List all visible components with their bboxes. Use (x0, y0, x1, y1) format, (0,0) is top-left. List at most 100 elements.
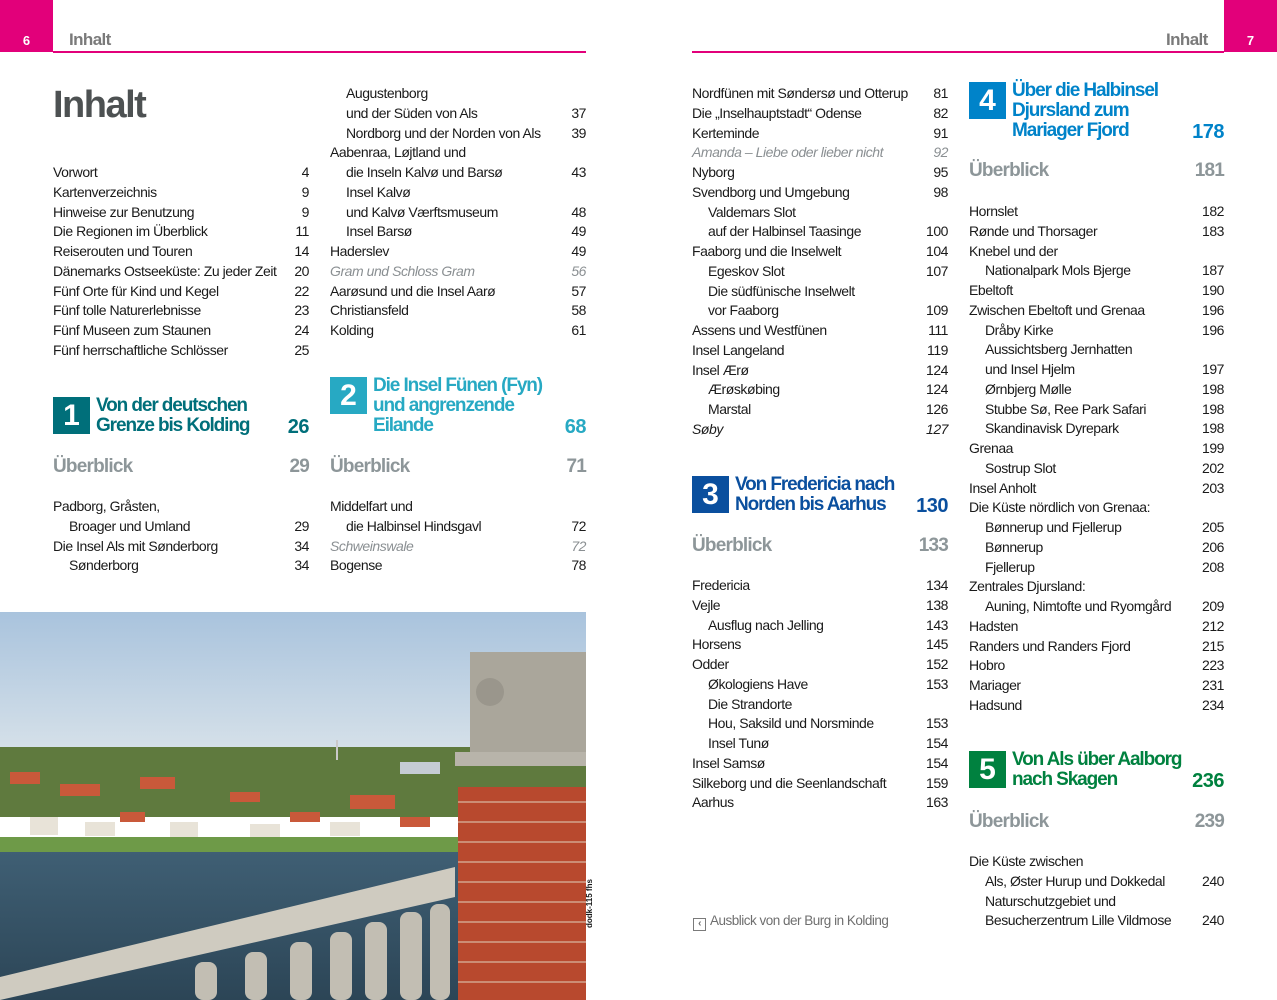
toc-entry[interactable]: und der Süden von Als 37 (330, 104, 586, 124)
overview-entry[interactable]: Überblick 29 (53, 455, 310, 479)
toc-entry[interactable]: Als, Øster Hurup und Dokkedal 240 (969, 872, 1224, 892)
toc-entry[interactable]: Haderslev 49 (330, 242, 586, 262)
toc-entry[interactable]: Insel Kalvø (330, 183, 586, 203)
toc-entry[interactable]: Hinweise zur Benutzung 9 (53, 203, 309, 223)
toc-entry[interactable]: die Inseln Kalvø und Barsø 43 (330, 163, 586, 183)
toc-entry[interactable]: Fünf tolle Naturerlebnisse 23 (53, 301, 309, 321)
toc-entry[interactable]: Vorwort 4 (53, 163, 309, 183)
toc-entry[interactable]: Vejle 138 (692, 596, 948, 616)
toc-entry[interactable]: Bønnerup 206 (969, 538, 1224, 558)
toc-entry[interactable]: Insel Tunø 154 (692, 734, 948, 754)
toc-entry[interactable]: Aabenraa, Løjtland und (330, 143, 586, 163)
toc-entry[interactable]: Die Insel Als mit Sønderborg 34 (53, 537, 309, 557)
toc-entry[interactable]: Ebeltoft 190 (969, 281, 1224, 301)
toc-entry[interactable]: Fünf Museen zum Staunen 24 (53, 321, 309, 341)
toc-entry[interactable]: Hobro 223 (969, 656, 1224, 676)
toc-entry[interactable]: Hadsten 212 (969, 617, 1224, 637)
toc-entry[interactable]: Assens und Westfünen 111 (692, 321, 948, 341)
toc-entry[interactable]: Ærøskøbing 124 (692, 380, 948, 400)
chapter-heading[interactable]: 4 Über die Halbinsel Djursland zum Mariager… (969, 81, 1224, 143)
chapter-heading[interactable]: 1 Von der deutschen Grenze bis Kolding 26 (53, 396, 310, 457)
chapter-heading[interactable]: 5 Von Als über Aalborg nach Skagen 236 (969, 750, 1224, 811)
toc-entry[interactable]: Knebel und der (969, 242, 1224, 262)
toc-entry[interactable]: Insel Langeland 119 (692, 341, 948, 361)
toc-entry[interactable]: Marstal 126 (692, 400, 948, 420)
overview-entry[interactable]: Überblick 133 (692, 534, 949, 558)
toc-entry[interactable]: Stubbe Sø, Ree Park Safari 198 (969, 400, 1224, 420)
toc-entry[interactable]: Fjellerup 208 (969, 558, 1224, 578)
toc-entry[interactable]: Insel Ærø 124 (692, 361, 948, 381)
toc-entry[interactable]: Fünf Orte für Kind und Kegel 22 (53, 282, 309, 302)
toc-entry[interactable]: Auning, Nimtofte und Ryomgård 209 (969, 597, 1224, 617)
toc-entry[interactable]: auf der Halbinsel Taasinge 100 (692, 222, 948, 242)
toc-entry[interactable]: Die Küste zwischen (969, 852, 1224, 872)
toc-entry[interactable]: Gram und Schloss Gram 56 (330, 262, 586, 282)
toc-entry[interactable]: Ausflug nach Jelling 143 (692, 616, 948, 636)
toc-entry[interactable]: Augustenborg (330, 84, 586, 104)
toc-entry[interactable]: Søby 127 (692, 420, 948, 440)
toc-entry[interactable]: Skandinavisk Dyrepark 198 (969, 419, 1224, 439)
toc-entry[interactable]: Horsens 145 (692, 635, 948, 655)
overview-entry[interactable]: Überblick 239 (969, 810, 1225, 834)
toc-entry[interactable]: Ørnbjerg Mølle 198 (969, 380, 1224, 400)
toc-entry[interactable]: Nordfünen mit Søndersø und Otterup 81 (692, 84, 948, 104)
toc-entry[interactable]: Nordborg und der Norden von Als 39 (330, 124, 586, 144)
toc-entry[interactable]: Randers und Randers Fjord 215 (969, 637, 1224, 657)
chapter-heading[interactable]: 3 Von Fredericia nach Norden bis Aarhus 130 (692, 475, 948, 536)
toc-entry[interactable]: Besucherzentrum Lille Vildmose 240 (969, 911, 1224, 931)
toc-entry[interactable]: Egeskov Slot 107 (692, 262, 948, 282)
toc-entry[interactable]: Aussichtsberg Jernhatten (969, 340, 1224, 360)
toc-entry[interactable]: die Halbinsel Hindsgavl 72 (330, 517, 586, 537)
toc-entry[interactable]: Bogense 78 (330, 556, 586, 576)
toc-entry[interactable]: Zentrales Djursland: (969, 577, 1224, 597)
toc-entry[interactable]: Kartenverzeichnis 9 (53, 183, 309, 203)
toc-entry[interactable]: Kerteminde 91 (692, 124, 948, 144)
toc-entry[interactable]: Schweinswale 72 (330, 537, 586, 557)
toc-entry[interactable]: Christiansfeld 58 (330, 301, 586, 321)
toc-entry[interactable]: Hornslet 182 (969, 202, 1224, 222)
toc-entry[interactable]: Dråby Kirke 196 (969, 321, 1224, 341)
toc-entry[interactable]: Bønnerup und Fjellerup 205 (969, 518, 1224, 538)
toc-entry[interactable]: Middelfart und (330, 497, 586, 517)
toc-entry[interactable]: Aarhus 163 (692, 793, 948, 813)
toc-entry[interactable]: Broager und Umland 29 (53, 517, 309, 537)
toc-entry[interactable]: Aarøsund und die Insel Aarø 57 (330, 282, 586, 302)
toc-entry[interactable]: Fredericia 134 (692, 576, 948, 596)
toc-entry[interactable]: und Kalvø Værftsmuseum 48 (330, 203, 586, 223)
toc-entry[interactable]: Sønderborg 34 (53, 556, 309, 576)
toc-entry[interactable]: Faaborg und die Inselwelt 104 (692, 242, 948, 262)
toc-entry[interactable]: Zwischen Ebeltoft und Grenaa 196 (969, 301, 1224, 321)
toc-entry[interactable]: Insel Anholt 203 (969, 479, 1224, 499)
toc-entry[interactable]: Økologiens Have 153 (692, 675, 948, 695)
toc-entry[interactable]: Dänemarks Ostseeküste: Zu jeder Zeit 20 (53, 262, 309, 282)
toc-entry[interactable]: Die südfünische Inselwelt (692, 282, 948, 302)
toc-entry[interactable]: Insel Barsø 49 (330, 222, 586, 242)
toc-entry[interactable]: Silkeborg und die Seenlandschaft 159 (692, 774, 948, 794)
toc-entry[interactable]: Amanda – Liebe oder lieber nicht 92 (692, 143, 948, 163)
toc-entry[interactable]: Die „Inselhauptstadt“ Odense 82 (692, 104, 948, 124)
toc-entry[interactable]: und Insel Hjelm 197 (969, 360, 1224, 380)
toc-entry[interactable]: Fünf herrschaftliche Schlösser 25 (53, 341, 309, 361)
toc-entry[interactable]: Nationalpark Mols Bjerge 187 (969, 261, 1224, 281)
toc-entry[interactable]: Die Strandorte (692, 695, 948, 715)
overview-entry[interactable]: Überblick 71 (330, 455, 587, 479)
toc-entry[interactable]: Die Regionen im Überblick 11 (53, 222, 309, 242)
toc-entry[interactable]: Reiserouten und Touren 14 (53, 242, 309, 262)
toc-entry[interactable]: Rønde und Thorsager 183 (969, 222, 1224, 242)
toc-entry[interactable]: vor Faaborg 109 (692, 301, 948, 321)
toc-entry[interactable]: Die Küste nördlich von Grenaa: (969, 498, 1224, 518)
toc-entry[interactable]: Svendborg und Umgebung 98 (692, 183, 948, 203)
overview-entry[interactable]: Überblick 181 (969, 159, 1225, 183)
toc-entry[interactable]: Hou, Saksild und Norsminde 153 (692, 714, 948, 734)
chapter-heading[interactable]: 2 Die Insel Fünen (Fyn) und angrenzende Eil… (330, 376, 587, 438)
toc-entry[interactable]: Nyborg 95 (692, 163, 948, 183)
toc-entry[interactable]: Grenaa 199 (969, 439, 1224, 459)
toc-entry[interactable]: Valdemars Slot (692, 203, 948, 223)
toc-entry[interactable]: Padborg, Gråsten, (53, 497, 309, 517)
toc-entry[interactable]: Naturschutzgebiet und (969, 892, 1224, 912)
toc-entry[interactable]: Insel Samsø 154 (692, 754, 948, 774)
toc-entry[interactable]: Odder 152 (692, 655, 948, 675)
toc-entry[interactable]: Sostrup Slot 202 (969, 459, 1224, 479)
toc-entry[interactable]: Mariager 231 (969, 676, 1224, 696)
toc-entry[interactable]: Hadsund 234 (969, 696, 1224, 716)
